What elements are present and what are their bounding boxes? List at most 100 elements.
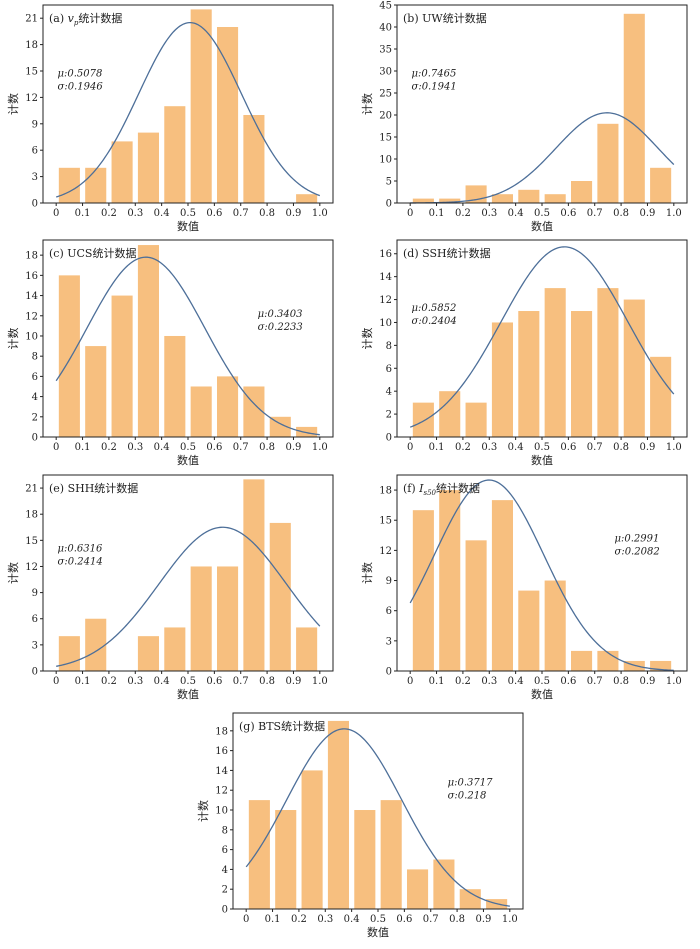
xtick-label-d-2: 0.2 <box>455 442 471 453</box>
xtick-label-d-7: 0.7 <box>587 442 603 453</box>
ytick-label-d-3: 6 <box>386 364 392 375</box>
ytick-label-c-3: 6 <box>32 372 38 383</box>
panel-f: 0 0.1 0.2 0.3 0.4 0.5 0.6 0.7 0.8 0.9 1.0 0 3 6 9 12 15 1… <box>361 474 688 701</box>
panel-title-g: (g) BTS统计数据 <box>239 719 325 733</box>
xtick-label-f-3: 0.3 <box>481 676 497 687</box>
bar-c-9 <box>296 426 318 437</box>
ytick-label-b-5: 25 <box>379 89 392 100</box>
ytick-label-c-0: 0 <box>32 433 38 444</box>
xtick-label-c-10: 1.0 <box>312 442 328 453</box>
bar-g-6 <box>407 869 429 909</box>
xtick-label-e-8: 0.8 <box>259 676 275 687</box>
bar-c-4 <box>164 335 186 437</box>
ytick-label-g-9: 18 <box>215 726 228 737</box>
xtick-label-e-6: 0.6 <box>206 676 222 687</box>
xtick-label-e-9: 0.9 <box>286 676 302 687</box>
ytick-label-f-6: 18 <box>379 486 392 497</box>
xtick-label-g-2: 0.2 <box>291 914 307 925</box>
ytick-label-c-2: 4 <box>32 392 38 403</box>
xtick-label-f-4: 0.4 <box>508 676 524 687</box>
ytick-label-g-1: 2 <box>222 885 228 896</box>
mu-label-g: μ:0.3717 <box>448 778 493 789</box>
sigma-label-d: σ:0.2404 <box>412 316 457 327</box>
bar-d-7 <box>597 288 619 437</box>
x-axis-title-g: 数值 <box>367 926 389 939</box>
bar-g-2 <box>301 770 323 909</box>
xtick-label-f-10: 1.0 <box>666 676 682 687</box>
x-axis-title-b: 数值 <box>531 220 553 233</box>
normal-curve-d <box>409 246 675 428</box>
ytick-label-g-6: 12 <box>215 786 228 797</box>
xtick-label-d-0: 0 <box>407 442 413 453</box>
bar-a-7 <box>243 115 265 203</box>
bar-f-5 <box>544 580 566 671</box>
bar-f-3 <box>491 500 513 671</box>
ytick-label-g-5: 10 <box>215 806 228 817</box>
xtick-label-f-7: 0.7 <box>587 676 603 687</box>
x-axis-title-a: 数值 <box>177 220 199 233</box>
ytick-label-g-7: 14 <box>215 766 228 777</box>
y-axis-title-e: 计数 <box>7 562 20 584</box>
xtick-label-a-1: 0.1 <box>75 208 91 219</box>
bar-f-6 <box>571 650 593 671</box>
ytick-label-b-8: 40 <box>379 23 392 34</box>
bar-b-5 <box>544 194 566 203</box>
ytick-label-a-4: 12 <box>25 93 38 104</box>
ytick-label-e-6: 18 <box>25 510 38 521</box>
ytick-label-c-1: 2 <box>32 412 38 423</box>
ytick-label-c-8: 16 <box>25 271 38 282</box>
ytick-label-d-2: 4 <box>386 387 392 398</box>
ytick-label-d-7: 14 <box>379 272 392 283</box>
xtick-label-a-4: 0.4 <box>154 208 170 219</box>
bar-f-4 <box>518 590 540 671</box>
xtick-label-e-3: 0.3 <box>127 676 143 687</box>
ytick-label-a-2: 6 <box>32 146 38 157</box>
bar-e-5 <box>217 566 239 671</box>
xtick-label-g-10: 1.0 <box>502 914 518 925</box>
bar-g-3 <box>327 720 349 909</box>
ytick-label-a-0: 0 <box>32 199 38 210</box>
ytick-label-f-4: 12 <box>379 546 392 557</box>
xtick-label-d-9: 0.9 <box>640 442 656 453</box>
panel-title-b: (b) UW统计数据 <box>403 11 487 25</box>
bar-g-4 <box>354 810 376 909</box>
bar-b-8 <box>623 13 645 203</box>
bar-a-0 <box>58 167 80 203</box>
xtick-label-e-0: 0 <box>53 676 59 687</box>
ytick-label-b-1: 5 <box>386 177 392 188</box>
normal-curve-f <box>409 479 674 671</box>
y-axis-title-g: 计数 <box>197 800 210 822</box>
xtick-label-c-0: 0 <box>53 442 59 453</box>
xtick-label-f-0: 0 <box>407 676 413 687</box>
xtick-label-d-5: 0.5 <box>534 442 550 453</box>
xtick-label-g-6: 0.6 <box>396 914 412 925</box>
ytick-label-a-7: 21 <box>25 14 38 25</box>
bar-d-3 <box>491 322 513 437</box>
xtick-label-c-7: 0.7 <box>233 442 249 453</box>
xtick-label-e-2: 0.2 <box>101 676 117 687</box>
xtick-label-g-7: 0.7 <box>423 914 439 925</box>
xtick-label-e-10: 1.0 <box>312 676 328 687</box>
xtick-label-a-7: 0.7 <box>233 208 249 219</box>
mu-label-e: μ:0.6316 <box>58 543 103 554</box>
xtick-label-g-8: 0.8 <box>449 914 465 925</box>
ytick-label-d-8: 16 <box>379 249 392 260</box>
bar-g-0 <box>248 800 270 909</box>
bar-f-9 <box>650 660 672 671</box>
y-axis-title-b: 计数 <box>361 93 374 115</box>
ytick-label-a-1: 3 <box>32 172 38 183</box>
xtick-label-f-9: 0.9 <box>640 676 656 687</box>
bar-c-6 <box>217 376 239 437</box>
bar-b-3 <box>491 194 513 203</box>
ytick-label-c-5: 10 <box>25 331 38 342</box>
bar-a-3 <box>137 132 159 203</box>
xtick-label-c-9: 0.9 <box>286 442 302 453</box>
ytick-label-f-0: 0 <box>386 667 392 678</box>
bar-c-7 <box>243 386 265 437</box>
mu-label-b: μ:0.7465 <box>412 68 457 79</box>
xtick-label-c-8: 0.8 <box>259 442 275 453</box>
y-axis-title-d: 计数 <box>361 328 374 350</box>
xtick-label-b-2: 0.2 <box>455 208 471 219</box>
xtick-label-e-1: 0.1 <box>75 676 91 687</box>
bar-f-7 <box>597 650 619 671</box>
